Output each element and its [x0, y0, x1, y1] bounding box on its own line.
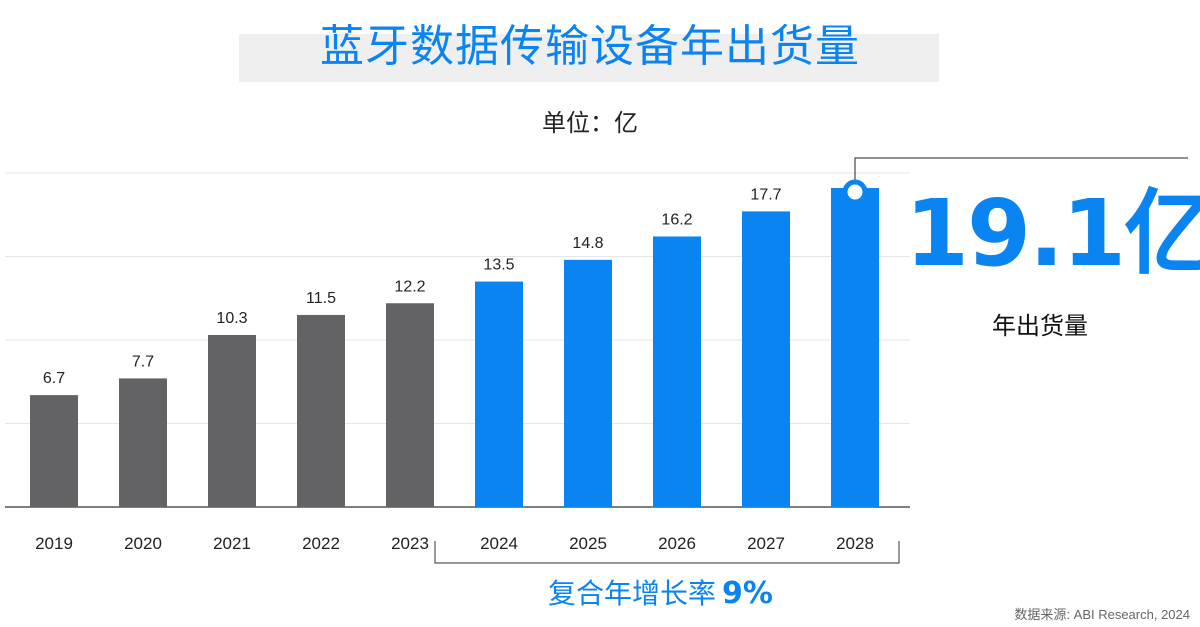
data-label-2024: 13.5	[483, 257, 514, 274]
bar-2022	[297, 314, 345, 507]
x-tick-2025: 2025	[569, 534, 607, 553]
x-tick-2021: 2021	[213, 534, 251, 553]
data-label-2027: 17.7	[750, 186, 781, 203]
bar-2021	[208, 334, 256, 507]
bar-2020	[119, 378, 167, 507]
cagr-annotation: 复合年增长率 9%	[548, 572, 773, 612]
data-label-2026: 16.2	[661, 211, 692, 228]
title-background	[239, 34, 939, 82]
x-tick-2022: 2022	[302, 534, 340, 553]
data-label-2021: 10.3	[216, 310, 247, 327]
x-tick-2020: 2020	[124, 534, 162, 553]
callout-marker	[842, 179, 868, 205]
bar-2019	[30, 395, 78, 507]
x-tick-2023: 2023	[391, 534, 429, 553]
x-tick-2026: 2026	[658, 534, 696, 553]
forecast-bracket	[434, 541, 900, 564]
cagr-value: 9%	[722, 576, 773, 611]
x-tick-labels: 2019 2020 2021 2022 2023 2024 2025 2026 2027 2028	[35, 534, 874, 553]
bars	[30, 188, 879, 507]
bar-2023	[386, 303, 434, 507]
x-tick-2028: 2028	[836, 534, 874, 553]
x-tick-2027: 2027	[747, 534, 785, 553]
cagr-label: 复合年增长率	[548, 577, 717, 610]
bar-2026	[653, 236, 701, 507]
bar-2027	[742, 211, 790, 507]
data-label-2025: 14.8	[572, 235, 603, 252]
x-tick-2024: 2024	[480, 534, 518, 553]
highlight-value: 19.1亿	[905, 180, 1200, 287]
highlight-label: 年出货量	[992, 312, 1088, 340]
bar-2025	[564, 259, 612, 507]
annotations	[434, 157, 1188, 564]
unit-label: 单位：亿	[542, 109, 638, 137]
data-label-2023: 12.2	[394, 278, 425, 295]
x-tick-2019: 2019	[35, 534, 73, 553]
bar-2024	[475, 281, 523, 507]
bar-2028	[831, 188, 879, 507]
data-label-2020: 7.7	[132, 353, 154, 370]
chart-title: 蓝牙数据传输设备年出货量	[320, 21, 860, 72]
data-label-2022: 11.5	[306, 290, 336, 307]
data-labels: 6.7 7.7 10.3 11.5 12.2 13.5 14.8 16.2 17.7	[43, 186, 782, 387]
data-label-2019: 6.7	[43, 370, 65, 387]
callout-line	[854, 157, 1188, 185]
source-note: 数据来源: ABI Research, 2024	[1014, 607, 1190, 622]
